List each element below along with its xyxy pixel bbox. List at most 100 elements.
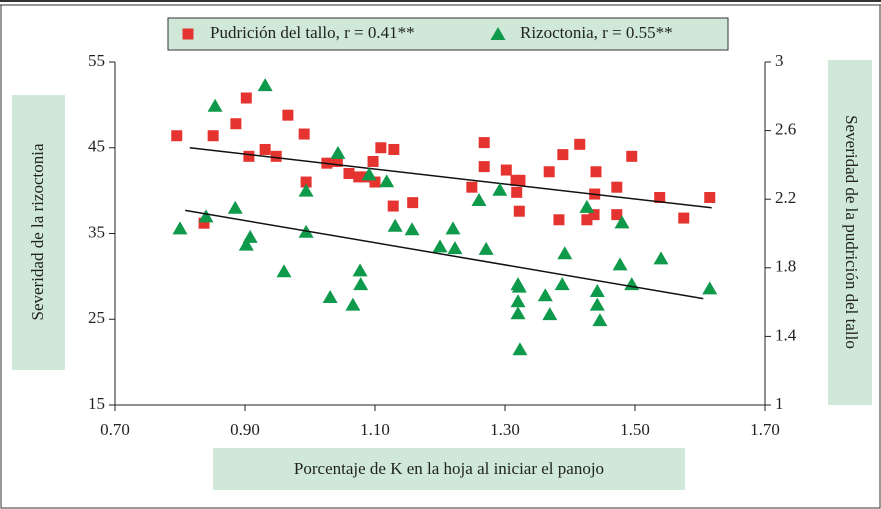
- frame: [0, 4, 881, 509]
- point: [611, 181, 623, 193]
- legend-label: Pudrición del tallo, r = 0.41**: [210, 23, 415, 42]
- y2-tick-label: 1.4: [775, 325, 797, 344]
- point: [171, 130, 183, 142]
- point: [198, 217, 210, 229]
- point: [589, 297, 605, 311]
- x-axis-label: Porcentaje de K en la hoja al iniciar el…: [294, 459, 604, 478]
- point: [238, 237, 254, 251]
- point: [352, 263, 368, 277]
- point: [466, 181, 478, 193]
- point: [557, 149, 569, 161]
- y-tick-label: 15: [88, 394, 105, 413]
- x-tick-label: 1.10: [360, 420, 390, 439]
- point: [345, 297, 361, 311]
- point: [589, 283, 605, 297]
- point: [276, 264, 292, 278]
- x-tick-label: 1.30: [490, 420, 520, 439]
- legend-box: [167, 17, 729, 51]
- y-label-box: [12, 95, 65, 370]
- point: [510, 306, 526, 320]
- x-tick-label: 0.70: [100, 420, 130, 439]
- point: [407, 197, 419, 209]
- point: [298, 128, 310, 140]
- point: [330, 145, 346, 159]
- y2-axis-label: Severidad de la pudrición del tallo: [842, 115, 861, 349]
- point: [590, 166, 602, 178]
- point: [500, 164, 512, 176]
- y2-tick-label: 2.6: [775, 120, 796, 139]
- x-tick-label: 1.50: [620, 420, 650, 439]
- trend-line: [185, 209, 704, 300]
- point: [432, 239, 448, 253]
- point: [259, 143, 271, 155]
- point: [581, 214, 593, 226]
- point: [387, 200, 399, 212]
- point: [588, 209, 600, 221]
- point: [230, 118, 242, 130]
- point: [300, 176, 312, 188]
- y2-label-box: [828, 60, 872, 405]
- point: [375, 142, 387, 154]
- point: [240, 92, 252, 104]
- point: [513, 205, 525, 217]
- point: [553, 214, 565, 226]
- y2-tick-label: 3: [775, 51, 784, 70]
- y2-tick-label: 1.8: [775, 257, 796, 276]
- point: [353, 171, 365, 183]
- point: [270, 150, 282, 162]
- point: [511, 279, 527, 293]
- point: [387, 218, 403, 232]
- point: [445, 221, 461, 235]
- point: [282, 109, 294, 121]
- y-axis-label: Severidad de la rizoctonia: [28, 143, 47, 320]
- point: [322, 289, 338, 303]
- point: [574, 138, 586, 150]
- point: [653, 251, 669, 265]
- legend-label: Rizoctonia, r = 0.55**: [520, 23, 673, 42]
- point: [554, 277, 570, 291]
- point: [612, 257, 628, 271]
- point: [404, 222, 420, 236]
- point: [353, 277, 369, 291]
- point: [512, 342, 528, 356]
- point: [331, 155, 343, 167]
- point: [543, 166, 555, 178]
- point: [678, 212, 690, 224]
- point: [478, 241, 494, 255]
- point: [542, 307, 558, 321]
- point: [478, 161, 490, 173]
- y-tick-label: 45: [88, 137, 105, 156]
- y-tick-label: 35: [88, 222, 105, 241]
- point: [626, 150, 638, 162]
- legend-marker: [182, 28, 194, 40]
- x-tick-label: 0.90: [230, 420, 260, 439]
- point: [227, 200, 243, 214]
- point: [537, 288, 553, 302]
- point: [514, 174, 526, 186]
- point: [367, 155, 379, 167]
- point: [243, 150, 255, 162]
- point: [510, 294, 526, 308]
- point: [557, 246, 573, 260]
- point: [343, 167, 355, 179]
- y2-tick-label: 1: [775, 394, 784, 413]
- point: [379, 174, 395, 188]
- point: [614, 215, 630, 229]
- y2-tick-label: 2.2: [775, 188, 796, 207]
- point: [242, 229, 258, 243]
- point: [257, 78, 273, 92]
- point: [198, 209, 214, 223]
- point: [447, 241, 463, 255]
- point: [702, 281, 718, 295]
- x-label-box: [213, 448, 685, 490]
- point: [511, 186, 523, 198]
- y-tick-label: 25: [88, 308, 105, 327]
- point: [654, 191, 666, 203]
- point: [492, 182, 508, 196]
- trend-line: [189, 147, 712, 209]
- point: [298, 183, 314, 197]
- point: [704, 191, 716, 203]
- point: [471, 193, 487, 207]
- point: [207, 130, 219, 142]
